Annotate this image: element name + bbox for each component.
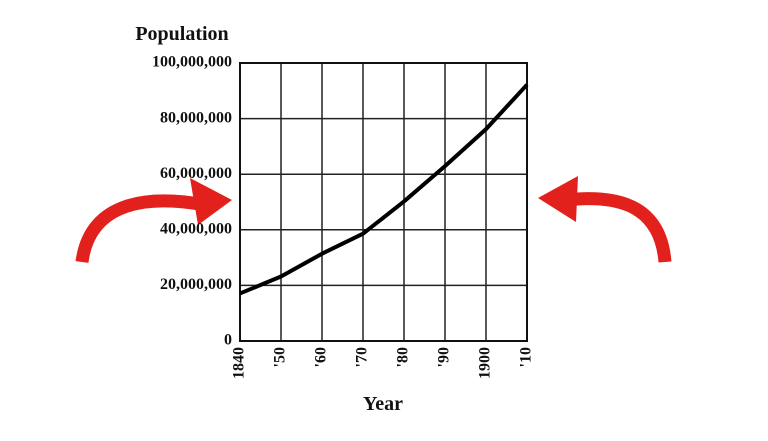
y-tick-label: 80,000,000 <box>160 109 232 126</box>
x-tick-label: '90 <box>436 347 453 367</box>
arrow-right <box>564 192 672 263</box>
x-tick-label: '10 <box>518 347 535 367</box>
y-axis-title: Population <box>135 23 228 45</box>
y-tick-label: 0 <box>224 332 232 349</box>
y-tick-label: 40,000,000 <box>160 220 232 237</box>
x-tick-label: '70 <box>354 347 371 367</box>
y-tick-label: 20,000,000 <box>160 276 232 293</box>
x-tick-label: 1900 <box>477 347 494 379</box>
x-axis-title: Year <box>363 393 403 415</box>
arrow-left <box>75 194 207 264</box>
x-tick-label: '60 <box>313 347 330 367</box>
x-tick-label: '50 <box>272 347 289 367</box>
data-line <box>239 83 529 296</box>
plot-frame <box>239 62 528 342</box>
arrow-right-head <box>538 176 578 222</box>
y-tick-label: 60,000,000 <box>160 165 232 182</box>
y-tick-label: 100,000,000 <box>152 54 232 71</box>
x-tick-label: '80 <box>395 347 412 367</box>
arrow-left-head <box>190 178 232 225</box>
x-tick-label: 1840 <box>231 347 248 379</box>
